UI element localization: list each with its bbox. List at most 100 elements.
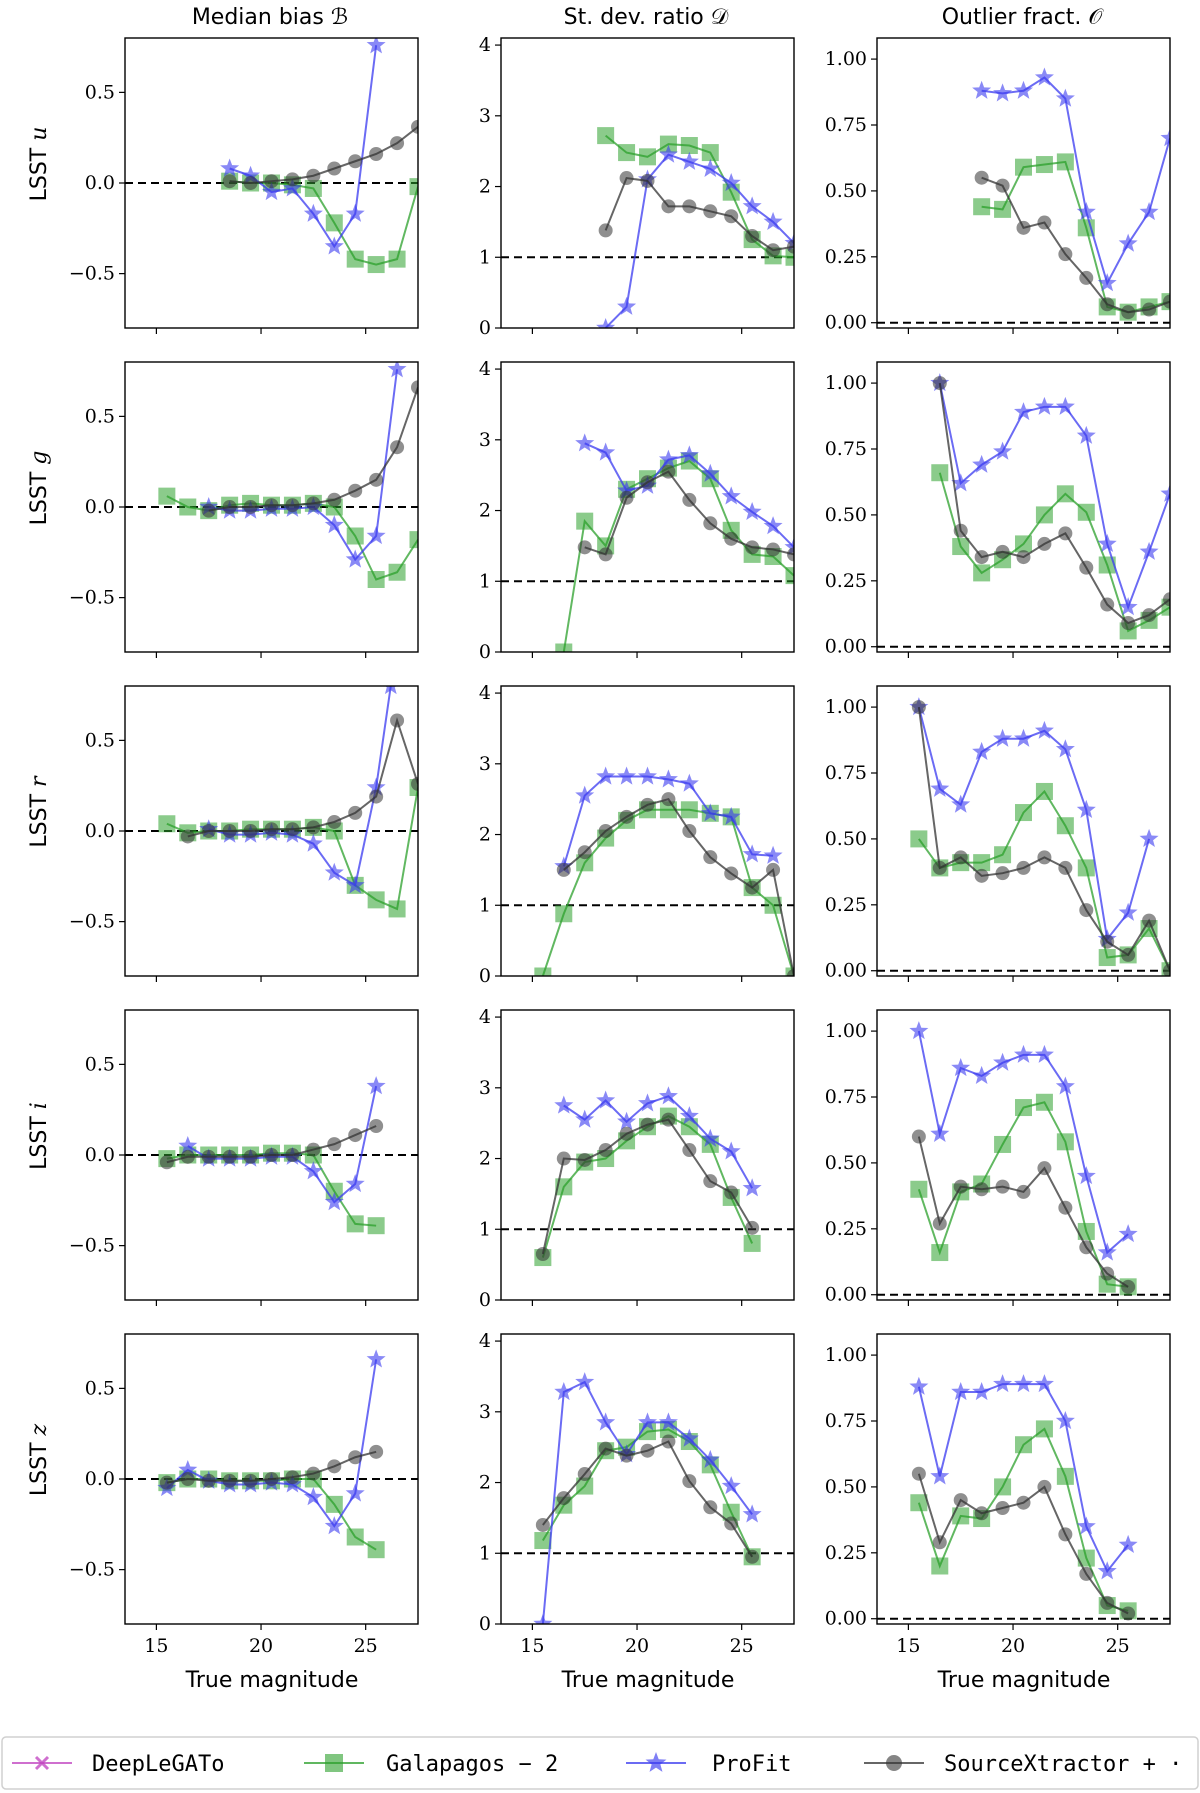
data-point-sourcextractor: [598, 547, 613, 562]
data-point-sourcextractor: [619, 490, 634, 505]
data-point-profit: [1013, 1044, 1034, 1063]
data-point-sourcextractor: [1100, 934, 1115, 949]
data-point-sourcextractor: [661, 792, 676, 807]
series-line-profit: [563, 1095, 754, 1189]
data-point-sourcextractor: [180, 829, 195, 844]
data-point-profit: [324, 862, 344, 881]
panel-frame: [500, 1009, 795, 1301]
data-point-profit: [1034, 1044, 1054, 1063]
data-point-galapagos: [534, 1532, 552, 1550]
data-point-sourcextractor: [995, 866, 1010, 881]
data-point-sourcextractor: [1121, 947, 1136, 962]
data-point-sourcextractor: [180, 1472, 195, 1486]
data-point-profit: [1034, 720, 1054, 739]
y-tick-label: 2: [479, 176, 491, 198]
data-point-profit: [951, 473, 971, 492]
y-tick-label: 1: [479, 1218, 491, 1240]
data-point-sourcextractor: [1016, 220, 1031, 235]
data-point-galapagos: [1056, 1133, 1074, 1151]
data-point-profit: [972, 1382, 992, 1401]
y-tick-label: 4: [479, 34, 491, 56]
data-point-galapagos: [576, 1477, 594, 1495]
data-point-sourcextractor: [1058, 1200, 1073, 1215]
legend-frame: [1, 1736, 1199, 1790]
series-line-sourcextractor: [917, 1473, 1129, 1615]
data-point-sourcextractor: [619, 1448, 634, 1463]
y-tick-label: 4: [479, 358, 491, 380]
panel-i-median-bias: −0.5 0.0 0.5: [69, 1009, 419, 1306]
data-point-profit: [324, 1192, 344, 1211]
data-point-sourcextractor: [724, 1185, 739, 1200]
data-point-sourcextractor: [577, 1467, 592, 1482]
data-point-sourcextractor: [264, 1148, 279, 1162]
data-point-sourcextractor: [369, 789, 384, 804]
y-tick-label: 0.0: [85, 172, 115, 194]
data-point-sourcextractor: [995, 544, 1010, 559]
data-point-profit: [951, 794, 971, 813]
panel-frame: [876, 361, 1171, 653]
data-point-sourcextractor: [787, 969, 794, 976]
data-point-profit: [700, 1449, 720, 1468]
data-point-profit: [345, 203, 365, 222]
data-point-galapagos: [1098, 1275, 1116, 1293]
series-line-profit: [208, 369, 399, 562]
y-tick-label: 1.00: [825, 372, 867, 394]
data-point-profit: [303, 1161, 323, 1180]
panel-g-outlier-fraction: 0.00 0.25 0.50 0.75 1.00: [825, 361, 1171, 658]
panel-r-outlier-fraction: 0.00 0.25 0.50 0.75 1.00: [825, 685, 1171, 982]
data-point-profit: [596, 318, 616, 328]
data-point-sourcextractor: [285, 498, 300, 513]
y-tick-label: 0.0: [85, 1144, 115, 1166]
data-point-galapagos: [659, 135, 677, 153]
y-tick-label: 0.75: [825, 1410, 867, 1432]
data-point-profit: [951, 1382, 971, 1401]
data-point-profit: [679, 151, 699, 170]
data-point-sourcextractor: [953, 1179, 968, 1194]
data-point-galapagos: [534, 967, 552, 976]
data-point-sourcextractor: [201, 1473, 216, 1488]
data-point-profit: [617, 480, 637, 499]
panel-frame: [500, 37, 795, 329]
data-point-sourcextractor: [369, 1444, 384, 1459]
data-point-galapagos: [1098, 556, 1116, 574]
data-point-profit: [658, 769, 678, 788]
data-point-profit: [742, 196, 762, 215]
data-point-sourcextractor: [180, 1149, 195, 1164]
data-point-sourcextractor: [390, 440, 405, 455]
y-tick-label: 2: [479, 1148, 491, 1170]
data-point-profit: [261, 182, 282, 201]
data-point-galapagos: [158, 487, 176, 505]
y-tick-label: 0.25: [825, 570, 867, 592]
panel-frame: [124, 1333, 419, 1625]
row-label-u: LSST u: [27, 127, 52, 202]
series-line-profit: [981, 76, 1170, 286]
data-point-sourcextractor: [1058, 860, 1073, 875]
x-tick-label: 20: [625, 1635, 649, 1657]
series-line-profit: [917, 706, 1151, 942]
data-point-sourcextractor: [766, 862, 781, 877]
data-point-profit: [1055, 739, 1075, 758]
column-title-stdev-ratio: St. dev. ratio 𝒟: [564, 5, 729, 30]
data-point-sourcextractor: [243, 500, 258, 514]
data-point-profit: [1139, 541, 1159, 560]
data-point-profit: [763, 845, 783, 864]
data-point-sourcextractor: [1121, 616, 1136, 630]
x-marker-icon: [34, 1755, 50, 1771]
data-point-sourcextractor: [369, 147, 384, 161]
data-point-profit: [1055, 1076, 1075, 1095]
data-point-profit: [1013, 728, 1034, 747]
data-point-galapagos: [325, 214, 343, 232]
y-tick-label: 0.75: [825, 762, 867, 784]
row-label-prefix: LSST: [27, 1435, 52, 1496]
data-point-sourcextractor: [787, 547, 794, 562]
data-point-sourcextractor: [1037, 215, 1052, 230]
data-point-sourcextractor: [724, 531, 739, 546]
data-point-sourcextractor: [932, 1216, 947, 1231]
data-point-profit: [658, 1086, 678, 1105]
y-tick-label: 0.50: [825, 504, 867, 526]
data-point-galapagos: [1077, 1222, 1095, 1240]
data-point-sourcextractor: [974, 1506, 989, 1521]
data-point-sourcextractor: [745, 1549, 760, 1564]
x-axis-label-col-1: True magnitude: [185, 1668, 359, 1693]
y-tick-label: 0.75: [825, 1086, 867, 1108]
